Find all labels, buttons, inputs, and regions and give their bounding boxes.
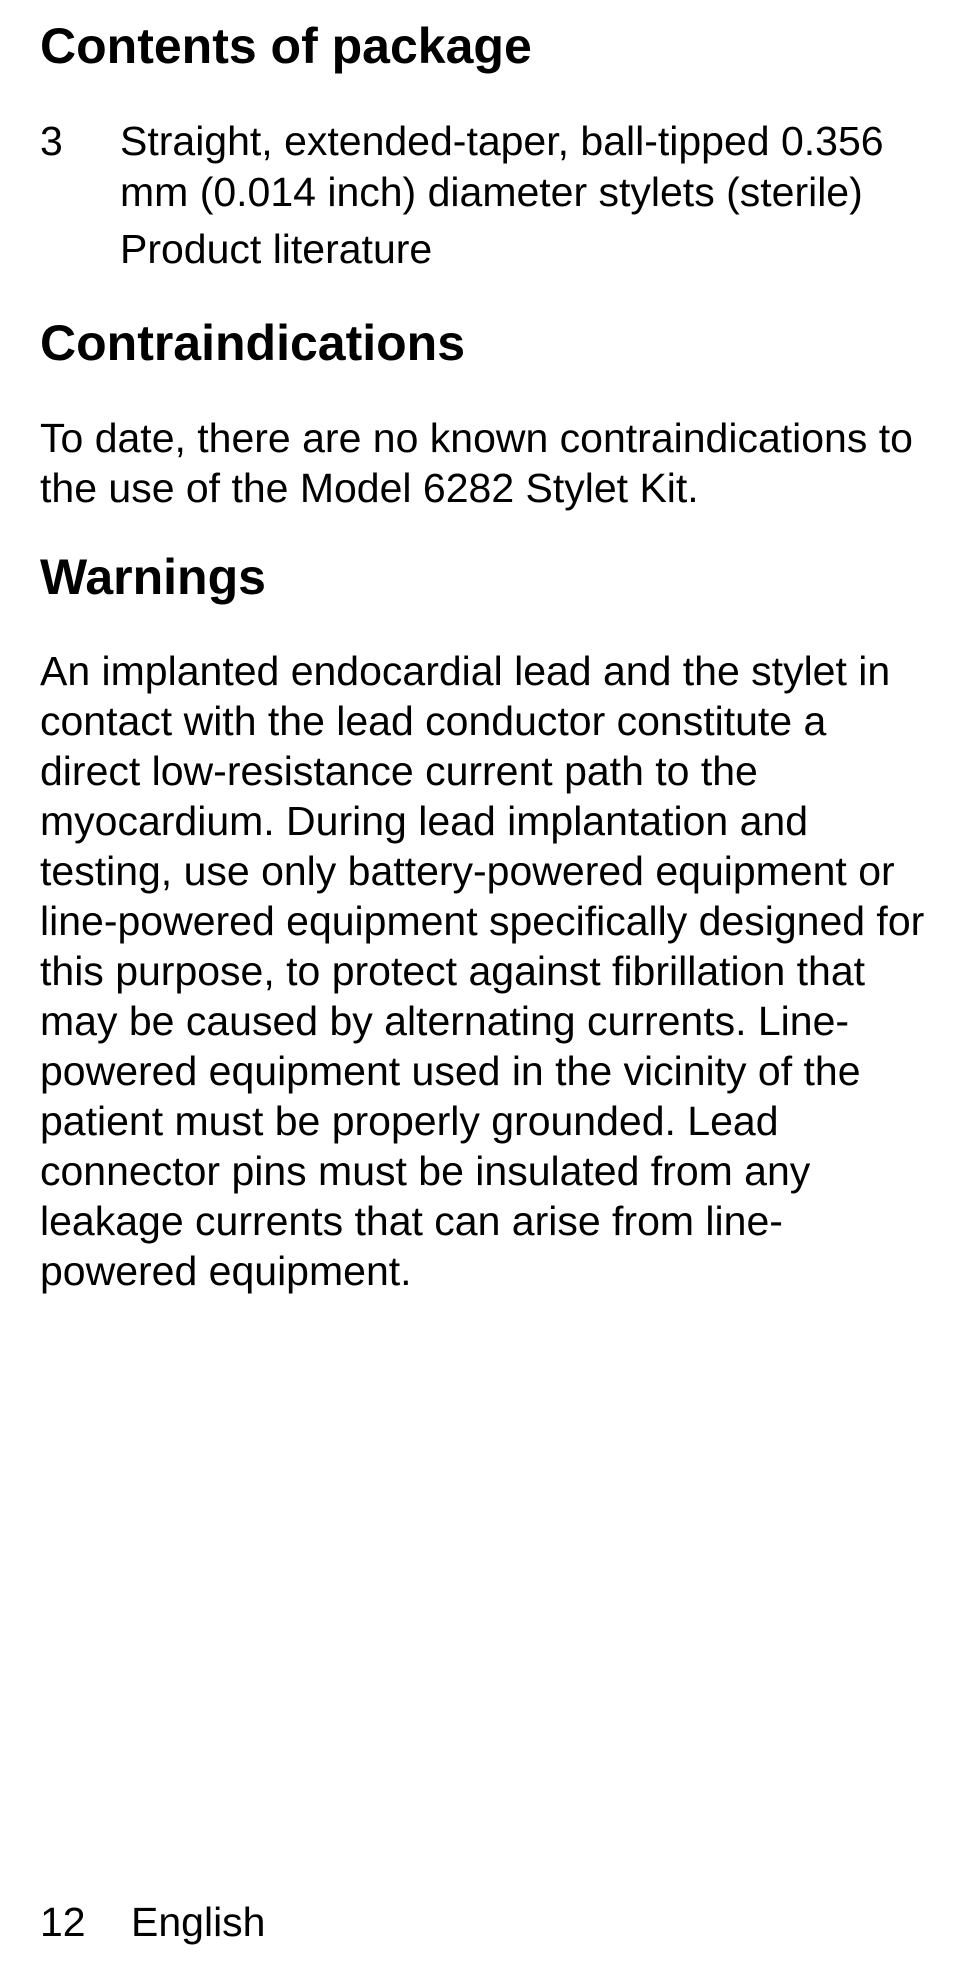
list-item-text: Product literature	[120, 224, 930, 275]
heading-warnings: Warnings	[40, 549, 930, 607]
document-page: Contents of package 3 Straight, extended…	[0, 0, 960, 1978]
list-item: 3 Straight, extended-taper, ball-tipped …	[40, 116, 930, 219]
list-item-text: Straight, extended-taper, ball-tipped 0.…	[120, 116, 930, 219]
heading-contents: Contents of package	[40, 18, 930, 76]
page-footer: 12 English	[40, 1899, 266, 1946]
contraindications-paragraph: To date, there are no known contraindica…	[40, 413, 930, 513]
page-number: 12	[40, 1899, 86, 1946]
footer-language: English	[131, 1899, 265, 1945]
contents-list: 3 Straight, extended-taper, ball-tipped …	[40, 116, 930, 276]
heading-contraindications: Contraindications	[40, 315, 930, 373]
warnings-paragraph: An implanted endocardial lead and the st…	[40, 646, 930, 1296]
list-quantity: 3	[40, 116, 120, 167]
